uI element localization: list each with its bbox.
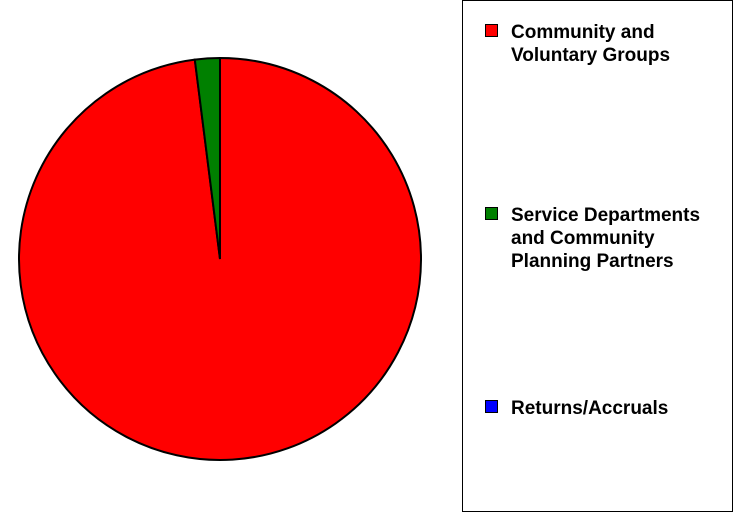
legend-label: Service Departments and Community Planni… [511,205,701,272]
legend: Community and Voluntary Groups Service De… [462,0,733,512]
legend-entry: Service Departments and Community Planni… [485,204,725,273]
pie-area [18,56,422,461]
legend-swatch [485,207,498,220]
legend-entry: Returns/Accruals [485,397,725,420]
legend-entry: Community and Voluntary Groups [485,21,725,67]
legend-label: Community and Voluntary Groups [511,22,671,66]
pie-slice [193,56,221,260]
legend-label: Returns/Accruals [511,398,669,419]
legend-swatch [485,400,498,413]
legend-swatch [485,24,498,37]
